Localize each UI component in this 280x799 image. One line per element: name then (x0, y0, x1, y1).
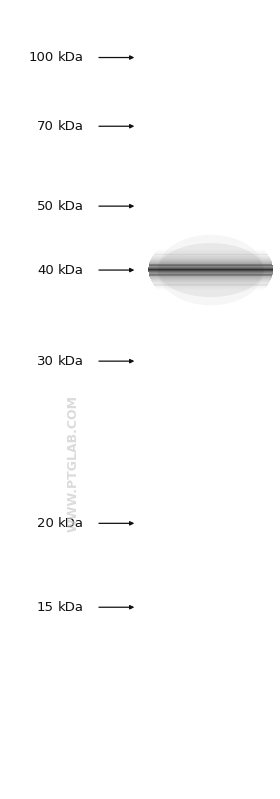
Text: 15: 15 (37, 601, 54, 614)
Text: kDa: kDa (58, 264, 84, 276)
Text: 50: 50 (37, 200, 54, 213)
Text: 70: 70 (37, 120, 54, 133)
Ellipse shape (158, 243, 264, 297)
Text: kDa: kDa (58, 601, 84, 614)
Text: 30: 30 (37, 355, 54, 368)
Text: kDa: kDa (58, 355, 84, 368)
Text: kDa: kDa (58, 200, 84, 213)
Text: kDa: kDa (58, 517, 84, 530)
Text: 100: 100 (29, 51, 54, 64)
Text: kDa: kDa (58, 51, 84, 64)
Text: 40: 40 (37, 264, 54, 276)
Text: WWW.PTGLAB.COM: WWW.PTGLAB.COM (67, 395, 80, 532)
Text: kDa: kDa (58, 120, 84, 133)
Text: 20: 20 (37, 517, 54, 530)
